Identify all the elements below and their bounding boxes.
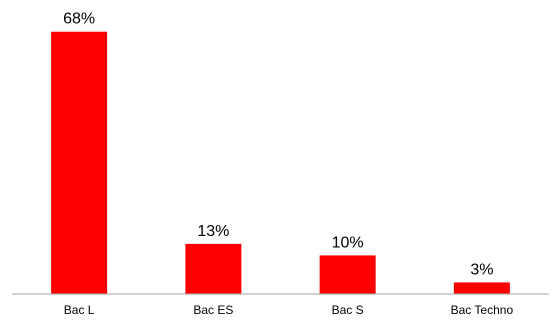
bar-bac-s	[319, 255, 376, 294]
bar-bac-l	[51, 31, 108, 294]
bars-layer	[51, 31, 510, 294]
value-labels-layer: 68% 13% 10% 3%	[63, 11, 493, 279]
x-tick-label: Bac L	[64, 303, 95, 317]
x-tick-label: Bac S	[332, 303, 364, 317]
bar-bac-techno	[453, 282, 510, 294]
data-label: 3%	[470, 261, 493, 278]
data-label: 10%	[332, 234, 364, 251]
category-labels-layer: Bac L Bac ES Bac S Bac Techno	[64, 303, 514, 317]
x-tick-label: Bac ES	[193, 303, 233, 317]
data-label: 13%	[197, 223, 229, 240]
x-tick-label: Bac Techno	[451, 303, 514, 317]
data-label: 68%	[63, 11, 95, 28]
bar-bac-es	[185, 243, 242, 294]
